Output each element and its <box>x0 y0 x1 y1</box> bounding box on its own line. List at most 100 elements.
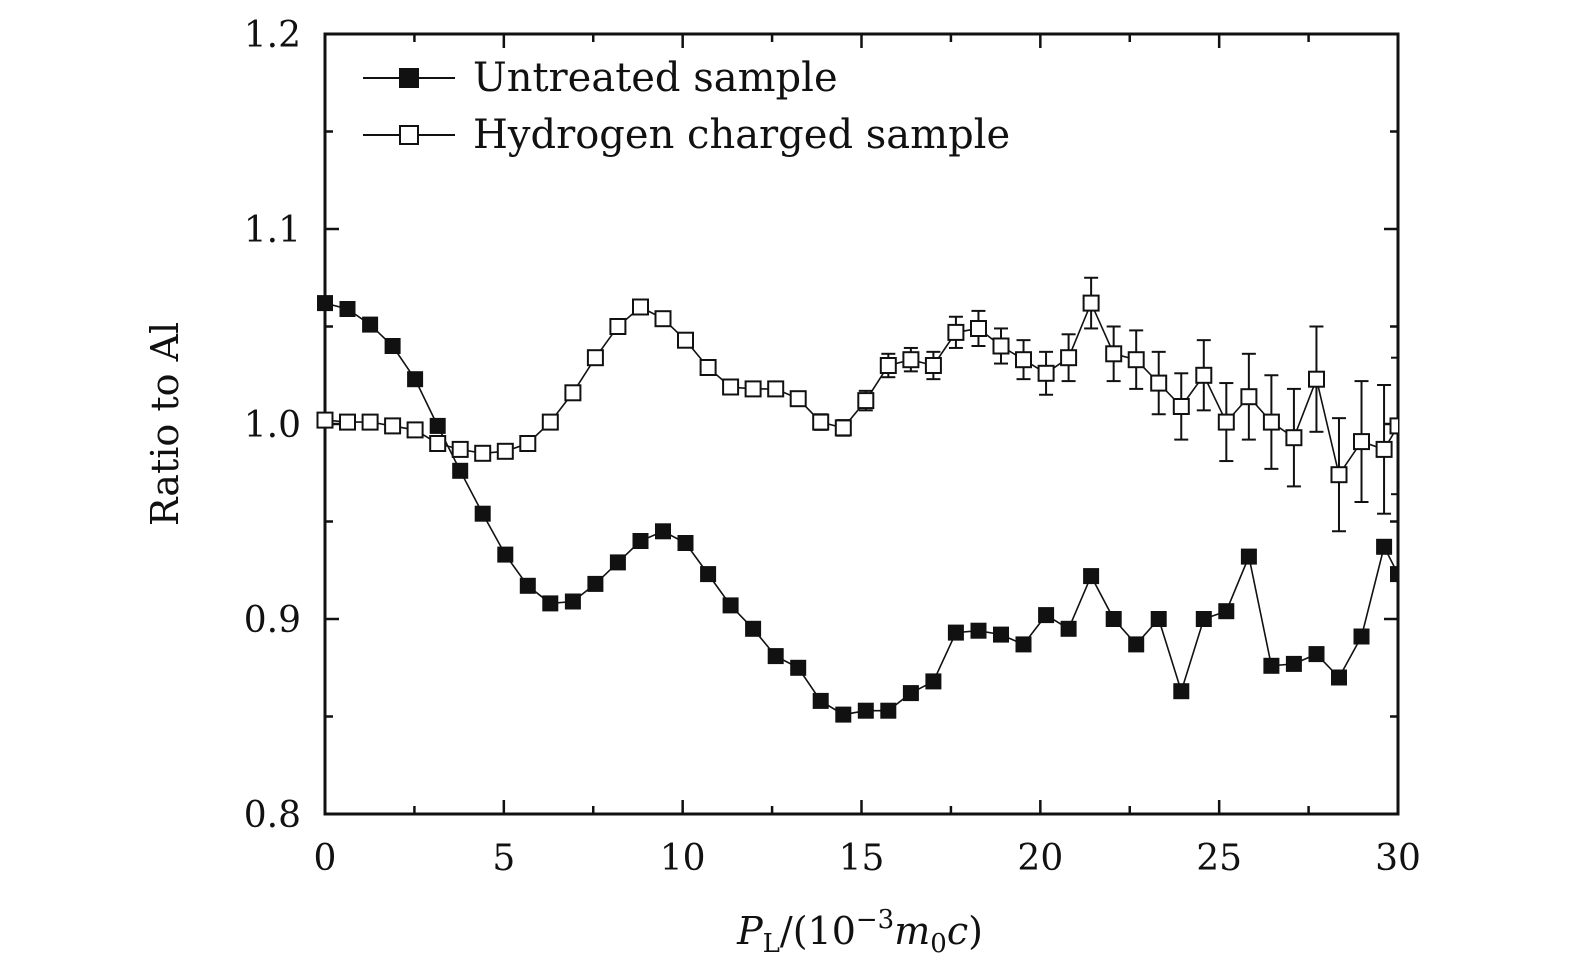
data-point <box>1308 646 1325 663</box>
data-point <box>496 442 514 460</box>
data-point <box>947 323 965 341</box>
data-point <box>474 505 491 522</box>
data-point <box>1390 566 1398 583</box>
data-point <box>406 421 424 439</box>
data-point <box>924 357 942 374</box>
data-point <box>632 533 649 549</box>
data-point <box>1150 374 1168 392</box>
data-point <box>452 462 469 479</box>
x-tick-label: 10 <box>660 838 706 879</box>
y-tick-label: 1.2 <box>244 15 301 56</box>
data-point <box>541 413 559 431</box>
data-point <box>1195 611 1212 627</box>
data-point <box>1038 607 1055 624</box>
data-point <box>519 435 537 452</box>
data-point <box>970 320 987 337</box>
x-tick-label: 0 <box>314 838 337 879</box>
data-point <box>857 392 875 410</box>
data-point <box>429 417 446 434</box>
data-point <box>834 419 852 437</box>
data-point <box>654 310 672 328</box>
data-point <box>1331 669 1347 686</box>
data-point <box>1127 351 1145 369</box>
x-axis-title-m: m <box>894 909 930 953</box>
data-point <box>722 378 740 396</box>
data-point <box>744 380 762 398</box>
data-point <box>474 444 492 462</box>
data-point <box>722 597 739 614</box>
y-tick-labels: 0.8 0.9 1.0 1.1 1.2 <box>244 15 301 836</box>
y-tick-label: 1.1 <box>244 210 301 251</box>
data-point <box>564 593 581 610</box>
data-point <box>564 384 582 402</box>
data-point <box>1262 413 1280 431</box>
x-axis-title: PL/(10−3m0c) <box>736 905 983 959</box>
data-point <box>1308 370 1325 388</box>
x-axis-title-close: ) <box>968 909 983 953</box>
data-point <box>1240 388 1258 406</box>
legend-marker <box>399 125 419 145</box>
x-tick-label: 15 <box>839 838 885 879</box>
legend-marker <box>399 68 419 88</box>
data-point <box>1285 655 1302 672</box>
data-point <box>339 413 356 431</box>
data-point <box>677 331 694 349</box>
data-point <box>902 685 919 702</box>
data-point <box>1285 429 1303 447</box>
data-point <box>609 318 627 335</box>
data-point <box>812 413 830 431</box>
data-point <box>902 351 920 369</box>
data-point <box>812 692 829 709</box>
data-point <box>339 301 356 317</box>
data-point <box>586 349 604 367</box>
data-point <box>1082 294 1100 312</box>
y-tick-label: 0.8 <box>244 795 301 836</box>
x-axis-title-c: c <box>947 909 968 953</box>
data-point <box>879 357 897 374</box>
data-point <box>1105 611 1122 627</box>
x-tick-label: 20 <box>1017 838 1063 879</box>
y-axis-title: Ratio to Al <box>143 322 187 526</box>
legend: Untreated sample Hydrogen charged sample <box>363 55 1010 158</box>
x-tick-label: 5 <box>492 838 515 879</box>
data-point <box>1353 433 1370 451</box>
x-tick-label: 30 <box>1375 838 1421 879</box>
data-point <box>1375 440 1393 458</box>
data-point <box>1218 603 1235 620</box>
data-point <box>767 380 785 398</box>
data-point <box>316 411 334 429</box>
series-hydrogen-charged <box>316 276 1398 533</box>
data-point <box>362 316 379 333</box>
y-tick-label: 1.0 <box>244 405 301 446</box>
data-point <box>1172 398 1190 415</box>
x-tick-label: 25 <box>1196 838 1242 879</box>
data-point <box>1330 466 1348 484</box>
data-point <box>1083 568 1100 585</box>
data-point <box>789 390 807 408</box>
data-point <box>1128 636 1145 653</box>
data-point <box>767 648 784 665</box>
data-point <box>699 359 717 376</box>
data-point <box>542 595 559 612</box>
data-point <box>1015 636 1032 653</box>
x-axis-title-p: P <box>736 909 764 953</box>
x-axis-title-m-sub: 0 <box>930 929 947 959</box>
x-axis-title-open: /(10 <box>780 909 856 953</box>
data-point <box>1263 657 1280 674</box>
y-tick-label: 0.9 <box>244 600 301 641</box>
series-layer <box>316 276 1398 723</box>
data-point <box>1060 620 1077 637</box>
data-point <box>497 546 514 563</box>
data-point <box>1037 364 1055 382</box>
x-axis-title-exp: −3 <box>856 905 894 935</box>
x-tick-labels: 0 5 10 15 20 25 30 <box>314 838 1421 879</box>
data-point <box>993 626 1009 643</box>
data-point <box>361 413 379 431</box>
data-point <box>429 435 447 452</box>
data-point <box>451 440 469 458</box>
legend-label: Hydrogen charged sample <box>473 112 1010 158</box>
data-point <box>790 659 807 676</box>
axis-ticks <box>323 32 1400 816</box>
data-point <box>1353 628 1370 645</box>
data-point <box>880 702 897 719</box>
